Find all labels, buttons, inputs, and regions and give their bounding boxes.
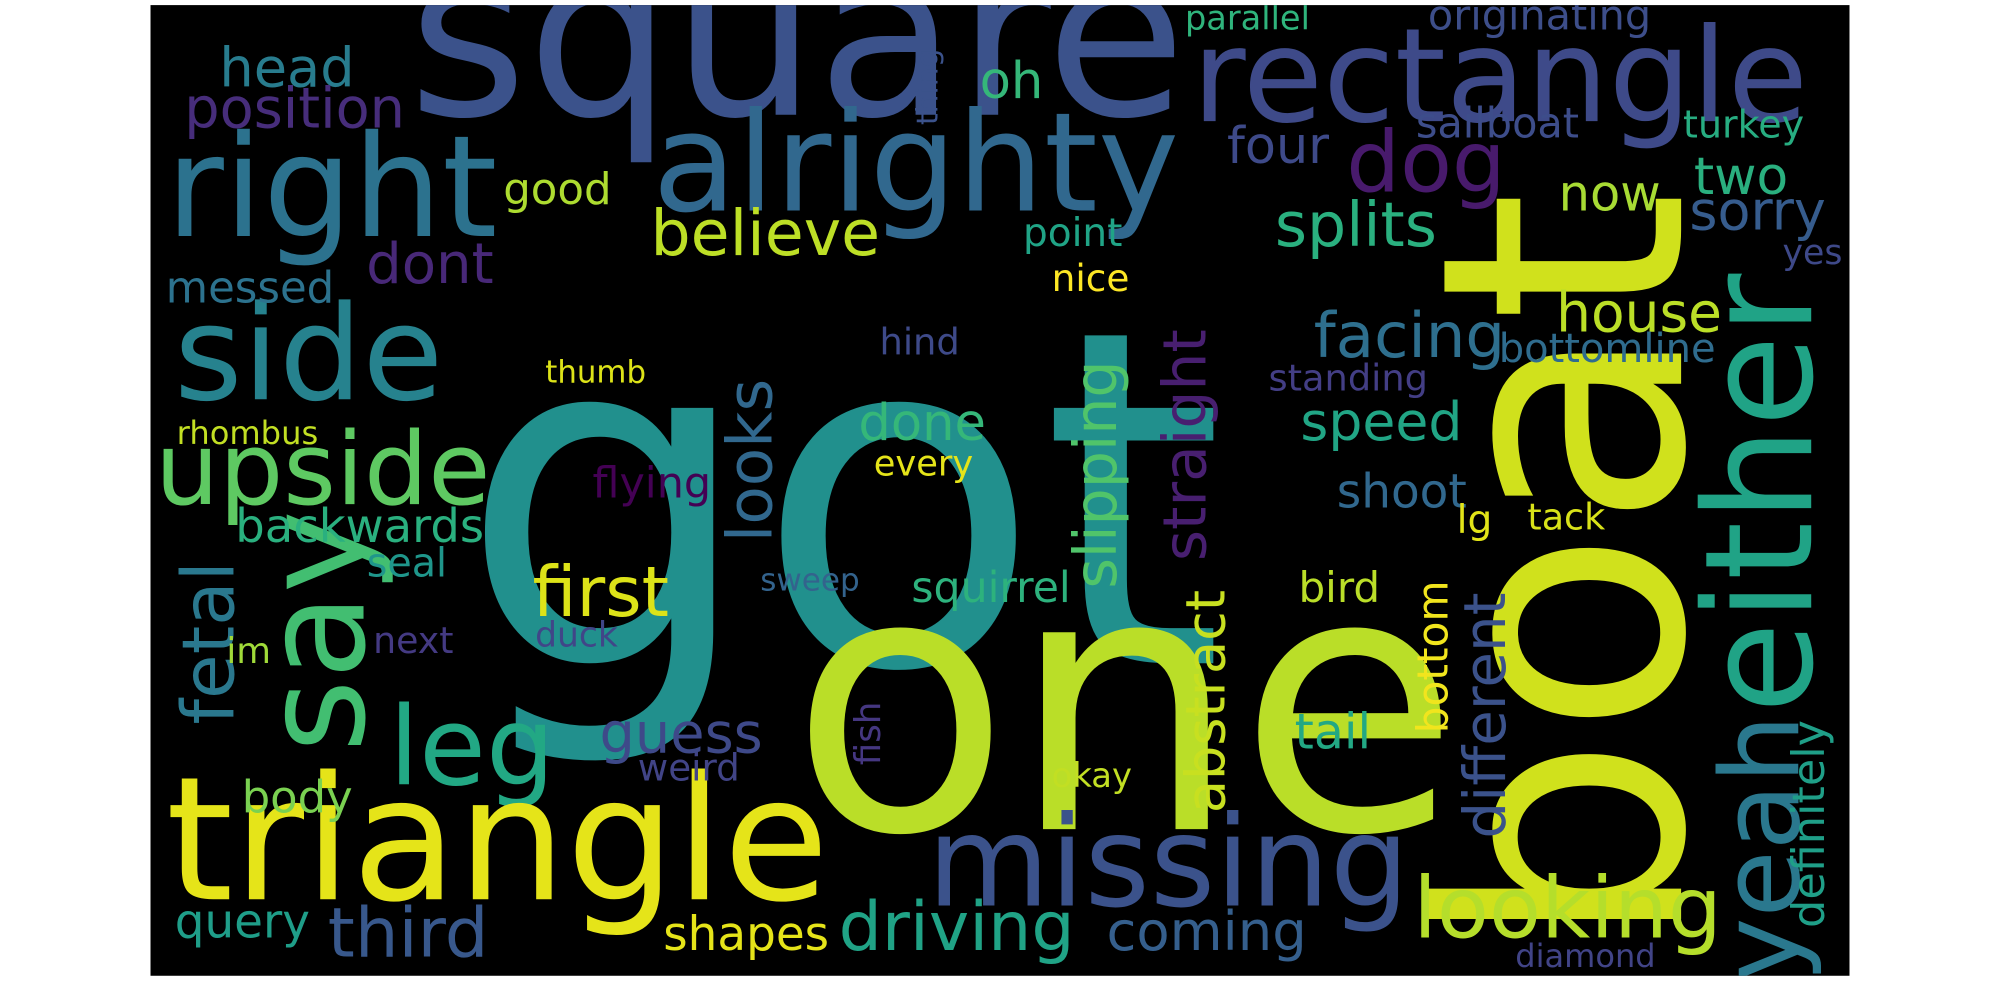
word: coming <box>1107 900 1307 963</box>
word: square <box>408 0 1186 169</box>
word: speed <box>1300 390 1462 453</box>
word: messed <box>166 263 334 313</box>
word: upside <box>155 410 490 528</box>
word: done <box>858 394 986 453</box>
word: next <box>373 619 453 662</box>
word: thumb <box>545 355 646 391</box>
word: standing <box>1269 356 1428 399</box>
word: seal <box>367 541 447 587</box>
word: weird <box>638 746 740 790</box>
cloud-background <box>150 5 1850 976</box>
word: okay <box>1052 756 1132 795</box>
word: bird <box>1298 563 1380 612</box>
word: facing <box>1314 299 1505 372</box>
word: dog <box>1346 112 1505 211</box>
word: got <box>459 231 1224 774</box>
word: parallel <box>1185 0 1310 37</box>
word: one <box>790 495 1460 914</box>
word: definitely <box>1783 720 1835 928</box>
word: rhombus <box>177 414 319 452</box>
word: say <box>235 510 398 752</box>
word: point <box>1023 211 1122 256</box>
word: side <box>174 277 443 430</box>
word: dont <box>366 232 494 297</box>
word: every <box>874 444 973 485</box>
word: triangle <box>166 739 829 940</box>
word: head <box>219 37 354 100</box>
word: abstract <box>1174 590 1237 813</box>
word: thing <box>911 48 946 125</box>
word: missing <box>927 789 1409 936</box>
word: query <box>175 895 310 949</box>
word: now <box>1559 164 1661 222</box>
word: boat <box>1369 191 1761 950</box>
word: shoot <box>1337 465 1467 520</box>
word: lg <box>1457 498 1493 543</box>
word: slipping <box>1062 360 1130 588</box>
word: sailboat <box>1416 100 1579 148</box>
word: driving <box>839 888 1075 967</box>
word: turkey <box>1683 103 1804 147</box>
word: rectangle <box>1192 0 1808 152</box>
word: straight <box>1150 329 1220 561</box>
word: looks <box>714 379 787 542</box>
word: tack <box>1527 495 1605 538</box>
word: bottomline <box>1499 326 1716 372</box>
word: guess <box>599 702 762 767</box>
word: position <box>184 77 405 142</box>
word: third <box>328 894 489 974</box>
word: sweep <box>760 563 859 599</box>
word: four <box>1227 116 1329 175</box>
word: good <box>503 165 611 215</box>
word: bottom <box>1409 580 1458 733</box>
word: splits <box>1275 189 1437 261</box>
word: nice <box>1052 256 1130 300</box>
word: looking <box>1413 859 1722 958</box>
word: leg <box>389 683 555 810</box>
word: originating <box>1428 0 1651 39</box>
word: shapes <box>663 908 829 962</box>
word: oh <box>980 51 1044 111</box>
word: alrighty <box>652 83 1179 243</box>
word: fish <box>848 702 889 766</box>
word: fetal <box>167 561 251 724</box>
word: duck <box>535 616 618 656</box>
word: im <box>226 631 271 672</box>
word: tail <box>1295 703 1372 761</box>
word: hind <box>879 321 959 364</box>
word: different <box>1451 593 1519 839</box>
word: flying <box>592 458 711 508</box>
word: body <box>242 770 353 823</box>
word: sorry <box>1689 180 1825 243</box>
word: yes <box>1783 233 1843 273</box>
word: yeah <box>1697 714 1824 982</box>
word: two <box>1694 147 1788 207</box>
word: believe <box>651 196 881 270</box>
word: right <box>166 106 498 270</box>
word: diamond <box>1515 937 1655 975</box>
word: either <box>1673 273 1847 714</box>
word: squirrel <box>911 563 1070 613</box>
word: house <box>1556 281 1722 345</box>
word: first <box>533 552 669 633</box>
word: backwards <box>235 499 484 553</box>
